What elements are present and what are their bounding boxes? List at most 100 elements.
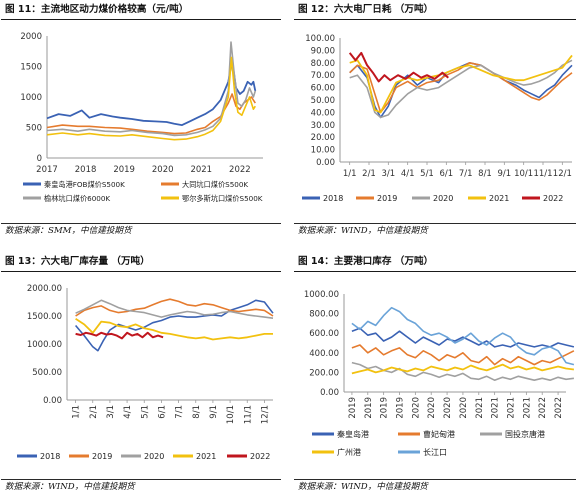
x-tick-label: 6/1 (439, 169, 453, 179)
y-tick-label: 40.00 (311, 108, 335, 118)
x-tick-label: 1/1 (72, 405, 82, 419)
x-tick-label: 9/1 (209, 405, 219, 419)
series-line (75, 298, 274, 317)
legend-label: 国投京唐港 (505, 429, 545, 439)
legend-label: 榆林坑口煤价6000K (44, 194, 110, 203)
x-tick-label: 2019 (113, 165, 135, 175)
y-tick-label: 1000.00 (304, 290, 339, 300)
y-tick-label: 800.00 (309, 310, 339, 320)
series-line (75, 299, 274, 319)
y-tick-label: 70.00 (311, 71, 335, 81)
y-tick-label: 100.00 (305, 34, 335, 44)
x-tick-label: 8/1 (478, 169, 492, 179)
legend-label: 2019 (92, 452, 112, 461)
legend-label: 2018 (323, 194, 343, 203)
series-line (75, 331, 164, 340)
x-tick-label: 2020 (411, 397, 421, 419)
legend-label: 2021 (489, 194, 509, 203)
x-tick-label: 11/1 (533, 169, 552, 179)
y-tick-label: 1000 (20, 93, 42, 103)
x-tick-label: 2019 (396, 397, 406, 419)
chart-panel-12: 图 12：六大电厂日耗 （万吨） 0.00 10.00 20.00 30.00 40.0… (294, 2, 576, 238)
chart-source: 数据来源：WIND，中信建投期货 (294, 479, 576, 494)
x-tick-label: 12/1 (260, 405, 270, 424)
series-line (351, 306, 575, 366)
chart-panel-13: 图 13：六大电厂库存量 （万吨） 0.00 500.00 1000.00 1500.… (1, 254, 281, 494)
legend-label: 大同坑口煤价S500K (182, 180, 248, 189)
x-tick-label: 10/1 (514, 169, 533, 179)
x-tick-label: 2020 (152, 165, 174, 175)
y-tick-label: 20.00 (311, 133, 335, 143)
y-tick-label: 0 (37, 154, 42, 164)
y-tick-label: 1500.00 (27, 312, 62, 322)
y-tick-label: 60.00 (311, 84, 335, 94)
x-tick-label: 2021 (507, 397, 517, 419)
x-tick-label: 2022 (229, 165, 251, 175)
x-tick-label: 4/1 (401, 169, 415, 179)
legend-label: 秦皇岛港 (337, 429, 369, 439)
x-tick-label: 4/1 (123, 405, 133, 419)
series-line (74, 299, 274, 352)
x-tick-label: 2019 (380, 397, 390, 419)
x-tick-label: 2021 (491, 397, 501, 419)
legend-label: 广州港 (337, 447, 361, 457)
x-tick-label: 12/1 (553, 169, 572, 179)
chart-source: 数据来源：WIND，中信建投期货 (294, 223, 576, 238)
x-tick-label: 2021 (475, 397, 485, 419)
legend-label: 2022 (250, 452, 270, 461)
legend-label: 鄂尔多斯坑口煤价S500K (182, 194, 263, 203)
series-line (46, 41, 257, 137)
series-line (46, 93, 256, 135)
x-tick-label: 10/1 (226, 405, 236, 424)
chart-title: 图 12：六大电厂日耗 （万吨） (294, 2, 576, 20)
x-tick-label: 2022 (554, 397, 564, 419)
y-tick-label: 80.00 (311, 59, 335, 69)
x-tick-label: 2/1 (89, 405, 99, 419)
x-tick-label: 2020 (443, 397, 453, 419)
legend-label: 2019 (377, 194, 397, 203)
chart-source: 数据来源：WIND，中信建投期货 (1, 479, 281, 494)
x-tick-label: 6/1 (157, 405, 167, 419)
y-tick-label: 30.00 (311, 121, 335, 131)
x-tick-label: 3/1 (106, 405, 116, 419)
legend-label: 曹妃甸港 (423, 429, 455, 439)
x-tick-label: 2022 (538, 397, 548, 419)
x-tick-label: 3/1 (381, 169, 395, 179)
chart-source: 数据来源：SMM，中信建投期货 (1, 223, 281, 238)
chart-title: 图 14：主要港口库存 （万吨） (294, 254, 576, 272)
y-tick-label: 200.00 (309, 368, 339, 378)
series-line (46, 56, 256, 141)
y-tick-label: 0.00 (43, 396, 62, 406)
x-tick-label: 2020 (427, 397, 437, 419)
x-tick-label: 5/1 (140, 405, 150, 419)
series-line (351, 361, 575, 381)
chart-13: 0.00 500.00 1000.00 1500.00 2000.00 1/1 2/1 3/1… (17, 284, 274, 461)
y-tick-label: 1000.00 (27, 340, 62, 350)
chart-title: 图 11：主流地区动力煤价格较高（元/吨） (1, 2, 281, 20)
legend-label: 2018 (40, 452, 60, 461)
chart-panel-14: 图 14：主要港口库存 （万吨） 0.00 200.00 400.00 600.00 8… (294, 254, 576, 494)
legend-label: 2020 (144, 452, 164, 461)
x-tick-label: 2021 (190, 165, 212, 175)
x-tick-label: 5/1 (420, 169, 434, 179)
y-tick-label: 2000.00 (27, 284, 62, 294)
y-tick-label: 2000 (20, 32, 42, 42)
x-tick-label: 2019 (348, 397, 358, 419)
series-line (351, 363, 575, 375)
series-line (351, 344, 575, 366)
chart-panel-11: 图 11：主流地区动力煤价格较高（元/吨） 0 500 1000 1500 2000 20… (1, 2, 281, 238)
series-line (75, 318, 273, 341)
x-tick-label: 9/1 (497, 169, 511, 179)
legend-label: 2020 (433, 194, 453, 203)
chart-11: 0 500 1000 1500 2000 2017 2018 2019 2020 2021 2022… (20, 32, 263, 203)
x-tick-label: 2/1 (362, 169, 376, 179)
x-tick-label: 2021 (522, 397, 532, 419)
series-line (349, 54, 573, 114)
series-line (348, 51, 449, 83)
legend-label: 2021 (196, 452, 216, 461)
y-tick-label: 10.00 (311, 146, 335, 156)
y-tick-label: 0.00 (316, 158, 335, 168)
series-line (351, 327, 575, 348)
y-tick-label: 600.00 (309, 329, 339, 339)
x-tick-label: 7/1 (175, 405, 185, 419)
